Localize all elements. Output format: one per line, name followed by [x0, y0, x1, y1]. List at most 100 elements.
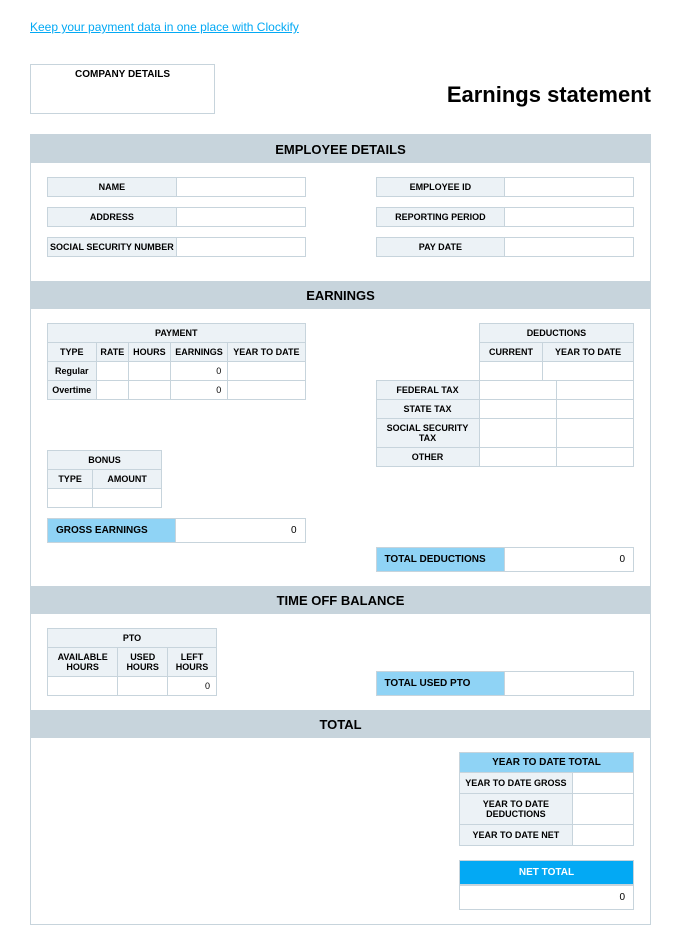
payment-row-type: Regular — [48, 362, 97, 381]
earnings-section-header: EARNINGS — [31, 281, 650, 309]
header-row: COMPANY DETAILS Earnings statement — [30, 64, 651, 114]
earnings-section: PAYMENT TYPE RATE HOURS EARNINGS YEAR TO… — [31, 309, 650, 586]
company-details-box: COMPANY DETAILS — [30, 64, 215, 114]
deductions-title: DEDUCTIONS — [479, 324, 633, 343]
ded-cell[interactable] — [543, 362, 634, 381]
clockify-link[interactable]: Keep your payment data in one place with… — [30, 20, 299, 34]
ded-cell[interactable] — [479, 381, 556, 400]
bonus-col-type: TYPE — [48, 470, 93, 489]
ded-col-ytd: YEAR TO DATE — [543, 343, 634, 362]
address-label: ADDRESS — [47, 207, 177, 227]
ytd-box: YEAR TO DATE TOTAL YEAR TO DATE GROSS YE… — [459, 752, 634, 910]
payment-table: PAYMENT TYPE RATE HOURS EARNINGS YEAR TO… — [47, 323, 306, 400]
total-section-header: TOTAL — [31, 710, 650, 738]
ssn-label: SOCIAL SECURITY NUMBER — [47, 237, 177, 257]
ded-cell[interactable] — [556, 381, 633, 400]
payment-cell[interactable] — [228, 381, 305, 400]
ytd-header: YEAR TO DATE TOTAL — [459, 752, 634, 773]
pto-title: PTO — [48, 629, 217, 648]
ded-total-row: TOTAL DEDUCTIONS 0 — [376, 547, 635, 572]
paydate-label: PAY DATE — [376, 237, 506, 257]
period-label: REPORTING PERIOD — [376, 207, 506, 227]
ded-row-label: SOCIAL SECURITY TAX — [376, 419, 479, 448]
ded-cell[interactable] — [556, 400, 633, 419]
timeoff-section-header: TIME OFF BALANCE — [31, 586, 650, 614]
page-title: Earnings statement — [447, 64, 651, 108]
ded-cell[interactable] — [556, 448, 633, 467]
ded-col-current: CURRENT — [479, 343, 542, 362]
main-frame: EMPLOYEE DETAILS NAME ADDRESS SOCIAL SEC… — [30, 134, 651, 925]
ssn-value[interactable] — [177, 237, 306, 257]
ded-cell[interactable] — [479, 419, 556, 448]
pto-table: PTO AVAILABLE HOURS USED HOURS LEFT HOUR… — [47, 628, 217, 696]
payment-cell[interactable] — [228, 362, 305, 381]
ded-row-label: STATE TAX — [376, 400, 479, 419]
net-total-label: NET TOTAL — [459, 860, 634, 885]
ded-cell[interactable] — [479, 362, 542, 381]
payment-col-hours: HOURS — [129, 343, 171, 362]
ded-row-label: FEDERAL TAX — [376, 381, 479, 400]
period-value[interactable] — [505, 207, 634, 227]
pto-col-avail: AVAILABLE HOURS — [48, 648, 118, 677]
ytd-gross-value — [573, 773, 634, 794]
gross-row: GROSS EARNINGS 0 — [47, 518, 306, 543]
pto-left-value: 0 — [168, 677, 217, 696]
gross-value: 0 — [176, 518, 305, 543]
pto-cell[interactable] — [118, 677, 168, 696]
paydate-value[interactable] — [505, 237, 634, 257]
bonus-title: BONUS — [48, 451, 162, 470]
ytd-net-value — [573, 825, 634, 846]
payment-title: PAYMENT — [48, 324, 306, 343]
empid-label: EMPLOYEE ID — [376, 177, 506, 197]
table-row: SOCIAL SECURITY TAX — [376, 419, 634, 448]
pto-cell[interactable] — [48, 677, 118, 696]
table-row — [48, 489, 162, 508]
payment-col-earnings: EARNINGS — [170, 343, 228, 362]
total-section: YEAR TO DATE TOTAL YEAR TO DATE GROSS YE… — [31, 738, 650, 924]
table-row: STATE TAX — [376, 400, 634, 419]
bonus-cell[interactable] — [48, 489, 93, 508]
ytd-ded-value — [573, 794, 634, 825]
payment-col-rate: RATE — [96, 343, 129, 362]
ytd-net-label: YEAR TO DATE NET — [459, 825, 573, 846]
table-row: Overtime 0 — [48, 381, 306, 400]
employee-section-header: EMPLOYEE DETAILS — [31, 135, 650, 163]
table-row — [479, 362, 633, 381]
table-row: OTHER — [376, 448, 634, 467]
payment-cell[interactable] — [96, 381, 129, 400]
empid-value[interactable] — [505, 177, 634, 197]
name-value[interactable] — [177, 177, 306, 197]
address-value[interactable] — [177, 207, 306, 227]
name-label: NAME — [47, 177, 177, 197]
payment-col-ytd: YEAR TO DATE — [228, 343, 305, 362]
used-pto-label: TOTAL USED PTO — [376, 671, 505, 696]
ded-cell[interactable] — [556, 419, 633, 448]
gross-label: GROSS EARNINGS — [47, 518, 176, 543]
ded-row-label: OTHER — [376, 448, 479, 467]
payment-cell[interactable] — [96, 362, 129, 381]
deductions-table: DEDUCTIONS CURRENT YEAR TO DATE — [479, 323, 634, 381]
payment-cell[interactable] — [129, 362, 171, 381]
ded-total-label: TOTAL DEDUCTIONS — [376, 547, 505, 572]
ded-cell[interactable] — [479, 448, 556, 467]
bonus-col-amount: AMOUNT — [93, 470, 162, 489]
payment-row-earnings: 0 — [170, 381, 228, 400]
pto-col-used: USED HOURS — [118, 648, 168, 677]
deductions-rows-table: FEDERAL TAX STATE TAX SOCIAL SECURITY TA… — [376, 380, 635, 467]
payment-cell[interactable] — [129, 381, 171, 400]
bonus-table: BONUS TYPE AMOUNT — [47, 450, 162, 508]
ded-total-value: 0 — [505, 547, 634, 572]
pto-col-left: LEFT HOURS — [168, 648, 217, 677]
ded-cell[interactable] — [479, 400, 556, 419]
employee-section: NAME ADDRESS SOCIAL SECURITY NUMBER EMPL… — [31, 163, 650, 281]
payment-col-type: TYPE — [48, 343, 97, 362]
net-total-value: 0 — [459, 885, 634, 910]
used-pto-value — [505, 671, 634, 696]
ytd-ded-label: YEAR TO DATE DEDUCTIONS — [459, 794, 573, 825]
timeoff-section: PTO AVAILABLE HOURS USED HOURS LEFT HOUR… — [31, 614, 650, 710]
used-pto-row: TOTAL USED PTO — [376, 671, 635, 696]
payment-row-earnings: 0 — [170, 362, 228, 381]
bonus-cell[interactable] — [93, 489, 162, 508]
table-row: 0 — [48, 677, 217, 696]
table-row: Regular 0 — [48, 362, 306, 381]
